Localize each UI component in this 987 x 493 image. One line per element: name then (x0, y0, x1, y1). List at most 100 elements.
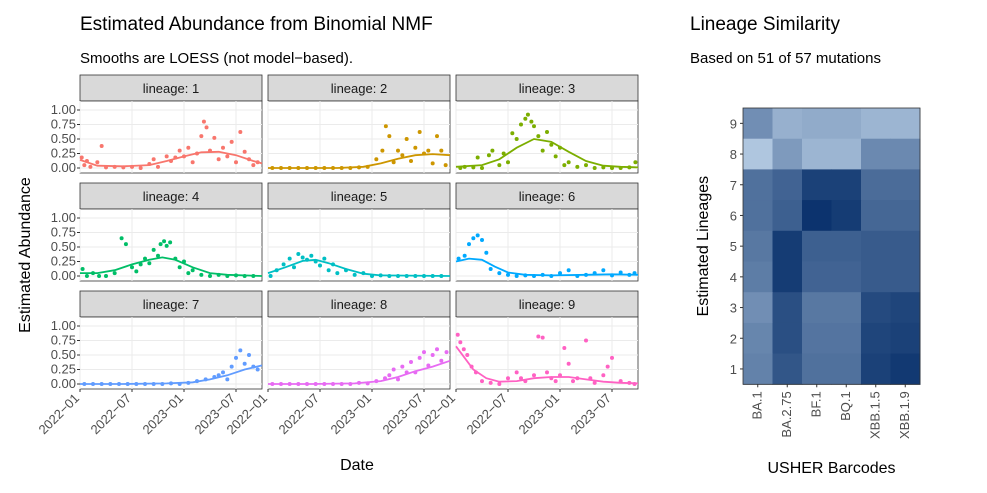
data-point (216, 157, 221, 162)
facet-strip-label: lineage: 8 (331, 297, 387, 312)
plot-panel (79, 208, 263, 282)
loess-smooth (455, 257, 639, 277)
data-point (506, 160, 510, 165)
heatmap-col-label: XBB.1.9 (897, 391, 912, 439)
data-point (553, 379, 558, 384)
heatmap-cell (861, 292, 891, 324)
heatmap-cell (772, 322, 803, 355)
plot-panel (79, 316, 263, 390)
heatmap-cell (831, 292, 862, 324)
data-point (134, 269, 139, 274)
heatmap-cell (743, 108, 773, 140)
data-point (439, 358, 444, 363)
heatmap-cell (772, 292, 803, 324)
heatmap-row-label: 6 (730, 208, 737, 223)
data-point (352, 272, 357, 277)
data-point (201, 119, 206, 124)
loess-smooth (455, 138, 639, 169)
heatmap-cell (861, 108, 891, 140)
data-point (566, 268, 571, 273)
heatmap-y-axis-label: Estimated Lineages (695, 176, 712, 317)
x-tick-label: 2022−07 (463, 391, 510, 438)
facet-strip-label: lineage: 6 (519, 189, 575, 204)
heatmap-cell (890, 322, 921, 355)
heatmap-cell (861, 261, 891, 293)
data-point (475, 155, 480, 160)
data-point (335, 271, 340, 276)
data-point (562, 163, 567, 168)
data-point (104, 274, 108, 278)
data-point (540, 335, 545, 340)
heatmap-cell (743, 169, 773, 201)
heatmap-col-label: XBB.1.5 (868, 391, 883, 439)
right-title: Lineage Similarity (690, 14, 840, 35)
data-point (562, 346, 567, 351)
y-tick-label: 0.00 (51, 376, 76, 391)
heatmap-cell (802, 292, 832, 324)
heatmap-col-label: BQ.1 (838, 391, 853, 421)
data-point (545, 370, 549, 375)
y-tick-label: 1.00 (51, 102, 76, 117)
data-point (497, 271, 502, 276)
data-point (204, 125, 209, 130)
y-tick-label: 0.00 (51, 160, 76, 175)
heatmap-cell (772, 169, 803, 201)
data-point (138, 166, 143, 170)
data-point (281, 262, 286, 267)
data-point (396, 377, 400, 382)
heatmap-cell (890, 138, 921, 170)
heatmap-x-axis-label: USHER Barcodes (767, 460, 895, 477)
data-point (130, 265, 134, 270)
data-point (592, 166, 597, 170)
heatmap-row-label: 7 (730, 178, 737, 193)
data-point (84, 274, 89, 278)
data-point (229, 139, 234, 144)
data-point (465, 353, 470, 357)
y-tick-label: 0.75 (51, 333, 76, 348)
data-point (480, 166, 484, 170)
data-point (536, 134, 541, 139)
plot-panel (267, 100, 451, 174)
facet-strip (79, 182, 263, 210)
data-point (413, 145, 418, 150)
data-point (435, 134, 439, 139)
heatmap-cell (890, 108, 921, 140)
data-point (400, 364, 405, 369)
data-point (553, 154, 558, 159)
data-point (523, 116, 528, 121)
data-point (439, 148, 444, 153)
data-point (601, 268, 606, 273)
heatmap-row-label: 1 (730, 362, 737, 377)
data-point (458, 340, 463, 345)
data-point (238, 348, 243, 353)
data-point (300, 255, 305, 260)
data-point (119, 236, 124, 241)
data-point (380, 148, 385, 153)
heatmap-cell (861, 322, 891, 355)
facet-strip-label: lineage: 5 (331, 189, 387, 204)
data-point (156, 164, 160, 169)
y-tick-label: 0.25 (51, 254, 76, 269)
facet-strip-label: lineage: 7 (143, 297, 199, 312)
facet-panel: lineage: 4 0.000.250.500.751.00 (51, 182, 263, 283)
heatmap-cell (743, 230, 773, 262)
heatmap-cell (831, 138, 862, 170)
right-subtitle: Based on 51 of 57 mutations (690, 50, 881, 67)
heatmap-cell (890, 261, 921, 293)
facet-strip (267, 74, 451, 102)
data-point (208, 274, 212, 278)
data-point (186, 145, 191, 150)
data-point (471, 236, 476, 241)
data-point (462, 253, 467, 258)
data-point (532, 124, 536, 129)
data-point (467, 242, 471, 247)
heatmap-cell (743, 322, 773, 355)
data-point (529, 119, 534, 124)
data-point (455, 332, 460, 337)
facet-strip (267, 182, 451, 210)
heatmap-cell (802, 200, 832, 232)
heatmap-col-label: BA.1 (750, 391, 765, 419)
data-point (475, 233, 480, 238)
